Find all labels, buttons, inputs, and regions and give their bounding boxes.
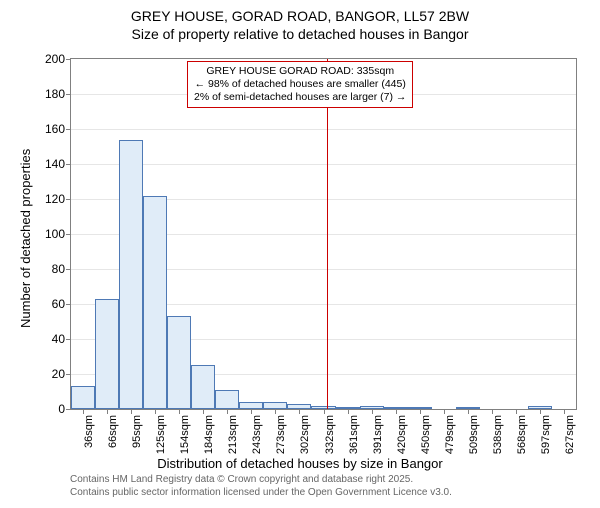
x-tick-mark — [179, 409, 180, 414]
x-tick-label: 479sqm — [444, 415, 456, 454]
histogram-bar — [263, 402, 287, 409]
x-tick-label: 36sqm — [83, 415, 95, 448]
y-tick-mark — [66, 269, 71, 270]
x-tick-label: 420sqm — [396, 415, 408, 454]
x-tick-label: 509sqm — [468, 415, 480, 454]
y-axis-label: Number of detached properties — [18, 149, 33, 328]
histogram-bar — [71, 386, 95, 409]
histogram-bar — [167, 316, 191, 409]
annotation-line: 2% of semi-detached houses are larger (7… — [194, 91, 406, 104]
x-tick-mark — [251, 409, 252, 414]
y-tick-label: 200 — [45, 52, 65, 66]
y-tick-mark — [66, 409, 71, 410]
x-tick-label: 273sqm — [275, 415, 287, 454]
x-tick-label: 184sqm — [203, 415, 215, 454]
x-tick-label: 627sqm — [564, 415, 576, 454]
y-tick-mark — [66, 304, 71, 305]
x-tick-mark — [468, 409, 469, 414]
plot-area: 02040608010012014016018020036sqm66sqm95s… — [70, 58, 577, 410]
footer-line-1: Contains HM Land Registry data © Crown c… — [70, 474, 452, 487]
chart-subtitle: Size of property relative to detached ho… — [0, 26, 600, 42]
x-tick-mark — [299, 409, 300, 414]
histogram-bar — [239, 402, 263, 409]
footer-line-2: Contains public sector information licen… — [70, 487, 452, 500]
x-tick-mark — [275, 409, 276, 414]
x-tick-mark — [420, 409, 421, 414]
x-tick-label: 597sqm — [540, 415, 552, 454]
x-axis-label: Distribution of detached houses by size … — [0, 456, 600, 471]
y-tick-label: 80 — [52, 262, 65, 276]
y-tick-mark — [66, 234, 71, 235]
x-tick-mark — [564, 409, 565, 414]
x-tick-label: 95sqm — [131, 415, 143, 448]
x-tick-label: 302sqm — [299, 415, 311, 454]
reference-line — [327, 59, 328, 409]
x-tick-label: 66sqm — [107, 415, 119, 448]
x-tick-mark — [227, 409, 228, 414]
histogram-bar — [215, 390, 239, 409]
y-tick-label: 100 — [45, 227, 65, 241]
x-tick-label: 154sqm — [179, 415, 191, 454]
y-tick-label: 140 — [45, 157, 65, 171]
histogram-bar — [95, 299, 119, 409]
x-tick-label: 450sqm — [420, 415, 432, 454]
x-tick-mark — [155, 409, 156, 414]
x-tick-label: 361sqm — [348, 415, 360, 454]
x-tick-label: 538sqm — [492, 415, 504, 454]
y-tick-mark — [66, 59, 71, 60]
y-tick-mark — [66, 374, 71, 375]
x-tick-mark — [131, 409, 132, 414]
histogram-bar — [119, 140, 143, 410]
histogram-bar — [191, 365, 215, 409]
x-tick-mark — [540, 409, 541, 414]
x-tick-mark — [444, 409, 445, 414]
y-tick-label: 60 — [52, 297, 65, 311]
x-tick-mark — [372, 409, 373, 414]
x-tick-label: 243sqm — [251, 415, 263, 454]
x-tick-mark — [396, 409, 397, 414]
histogram-bar — [143, 196, 167, 410]
x-tick-label: 332sqm — [324, 415, 336, 454]
x-tick-mark — [324, 409, 325, 414]
y-tick-label: 120 — [45, 192, 65, 206]
annotation-line: GREY HOUSE GORAD ROAD: 335sqm — [194, 65, 406, 78]
x-tick-label: 391sqm — [372, 415, 384, 454]
x-tick-mark — [83, 409, 84, 414]
y-tick-label: 160 — [45, 122, 65, 136]
y-tick-mark — [66, 129, 71, 130]
x-tick-label: 568sqm — [516, 415, 528, 454]
x-tick-label: 125sqm — [155, 415, 167, 454]
y-tick-label: 20 — [52, 367, 65, 381]
y-tick-mark — [66, 339, 71, 340]
y-tick-label: 180 — [45, 87, 65, 101]
annotation-box: GREY HOUSE GORAD ROAD: 335sqm← 98% of de… — [187, 61, 413, 108]
y-tick-mark — [66, 199, 71, 200]
x-tick-mark — [348, 409, 349, 414]
x-tick-mark — [516, 409, 517, 414]
y-tick-label: 40 — [52, 332, 65, 346]
footer-text: Contains HM Land Registry data © Crown c… — [70, 474, 452, 499]
y-tick-mark — [66, 164, 71, 165]
y-tick-label: 0 — [58, 402, 65, 416]
annotation-line: ← 98% of detached houses are smaller (44… — [194, 78, 406, 91]
y-gridline — [71, 129, 576, 130]
chart-container: GREY HOUSE, GORAD ROAD, BANGOR, LL57 2BW… — [0, 8, 600, 508]
x-tick-label: 213sqm — [227, 415, 239, 454]
x-tick-mark — [203, 409, 204, 414]
y-tick-mark — [66, 94, 71, 95]
x-tick-mark — [107, 409, 108, 414]
chart-title: GREY HOUSE, GORAD ROAD, BANGOR, LL57 2BW — [0, 8, 600, 24]
y-gridline — [71, 164, 576, 165]
x-tick-mark — [492, 409, 493, 414]
